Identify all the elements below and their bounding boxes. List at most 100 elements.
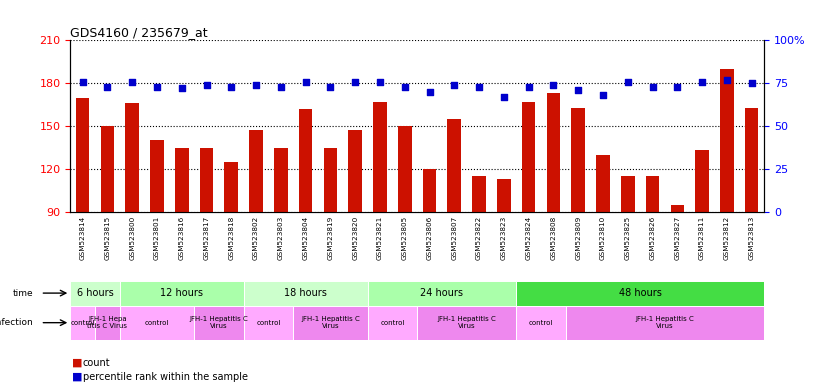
- Text: percentile rank within the sample: percentile rank within the sample: [83, 372, 248, 382]
- Bar: [646, 176, 659, 212]
- Text: GSM523810: GSM523810: [600, 215, 606, 260]
- Point: [596, 92, 610, 98]
- Point: [472, 84, 486, 90]
- Point: [324, 84, 337, 90]
- Text: GSM523814: GSM523814: [79, 215, 86, 260]
- Text: GSM523808: GSM523808: [550, 215, 557, 260]
- Text: JFH-1 Hepatitis C
Virus: JFH-1 Hepatitis C Virus: [301, 316, 360, 329]
- Point: [225, 84, 238, 90]
- Bar: [522, 102, 535, 212]
- Text: JFH-1 Hepatitis C
Virus: JFH-1 Hepatitis C Virus: [189, 316, 249, 329]
- Text: GSM523806: GSM523806: [426, 215, 433, 260]
- Point: [572, 87, 585, 93]
- Bar: [572, 108, 585, 212]
- Bar: [120, 281, 244, 306]
- Bar: [244, 306, 293, 340]
- Bar: [175, 147, 188, 212]
- Text: JFH-1 Hepatitis C
Virus: JFH-1 Hepatitis C Virus: [635, 316, 695, 329]
- Point: [200, 82, 213, 88]
- Bar: [101, 126, 114, 212]
- Point: [249, 82, 263, 88]
- Bar: [95, 306, 120, 340]
- Text: GSM523809: GSM523809: [575, 215, 582, 260]
- Text: GSM523823: GSM523823: [501, 215, 507, 260]
- Bar: [368, 306, 417, 340]
- Point: [745, 80, 758, 86]
- Text: JFH-1 Hepatitis C
Virus: JFH-1 Hepatitis C Virus: [437, 316, 496, 329]
- Point: [373, 78, 387, 84]
- Text: GSM523801: GSM523801: [154, 215, 160, 260]
- Bar: [448, 119, 461, 212]
- Bar: [200, 147, 213, 212]
- Point: [547, 82, 560, 88]
- Text: infection: infection: [0, 318, 33, 327]
- Text: GSM523803: GSM523803: [278, 215, 284, 260]
- Text: GSM523807: GSM523807: [451, 215, 458, 260]
- Bar: [299, 109, 312, 212]
- Bar: [671, 205, 684, 212]
- Text: ■: ■: [72, 372, 83, 382]
- Point: [621, 78, 634, 84]
- Text: 18 hours: 18 hours: [284, 288, 327, 298]
- Text: GSM523815: GSM523815: [104, 215, 111, 260]
- Point: [695, 78, 709, 84]
- Bar: [368, 281, 516, 306]
- Point: [646, 84, 659, 90]
- Text: GSM523825: GSM523825: [624, 215, 631, 260]
- Text: control: control: [529, 319, 553, 326]
- Text: GSM523822: GSM523822: [476, 215, 482, 260]
- Bar: [417, 306, 516, 340]
- Bar: [70, 306, 95, 340]
- Text: 12 hours: 12 hours: [160, 288, 203, 298]
- Bar: [324, 147, 337, 212]
- Bar: [695, 151, 709, 212]
- Point: [274, 84, 287, 90]
- Bar: [150, 141, 164, 212]
- Bar: [497, 179, 510, 212]
- Text: control: control: [145, 319, 169, 326]
- Point: [76, 78, 89, 84]
- Bar: [120, 306, 194, 340]
- Text: GSM523818: GSM523818: [228, 215, 235, 260]
- Bar: [244, 281, 368, 306]
- Text: GSM523826: GSM523826: [649, 215, 656, 260]
- Bar: [745, 108, 758, 212]
- Text: GSM523812: GSM523812: [724, 215, 730, 260]
- Bar: [596, 155, 610, 212]
- Bar: [76, 98, 89, 212]
- Text: ■: ■: [72, 358, 83, 368]
- Text: JFH-1 Hepa
titis C Virus: JFH-1 Hepa titis C Virus: [88, 316, 127, 329]
- Text: GSM523820: GSM523820: [352, 215, 358, 260]
- Bar: [373, 102, 387, 212]
- Bar: [547, 93, 560, 212]
- Text: GSM523813: GSM523813: [748, 215, 755, 260]
- Bar: [472, 176, 486, 212]
- Text: 48 hours: 48 hours: [619, 288, 662, 298]
- Point: [671, 84, 684, 90]
- Text: count: count: [83, 358, 110, 368]
- Bar: [516, 306, 566, 340]
- Point: [448, 82, 461, 88]
- Point: [423, 89, 436, 95]
- Text: control: control: [70, 319, 95, 326]
- Bar: [293, 306, 368, 340]
- Bar: [274, 147, 287, 212]
- Text: time: time: [12, 289, 33, 298]
- Point: [101, 84, 114, 90]
- Text: GSM523817: GSM523817: [203, 215, 210, 260]
- Point: [150, 84, 164, 90]
- Text: GSM523827: GSM523827: [674, 215, 681, 260]
- Point: [126, 78, 139, 84]
- Text: control: control: [380, 319, 405, 326]
- Text: GSM523819: GSM523819: [327, 215, 334, 260]
- Point: [497, 94, 510, 100]
- Bar: [621, 176, 634, 212]
- Point: [398, 84, 411, 90]
- Point: [522, 84, 535, 90]
- Text: 24 hours: 24 hours: [420, 288, 463, 298]
- Text: 6 hours: 6 hours: [77, 288, 113, 298]
- Text: GDS4160 / 235679_at: GDS4160 / 235679_at: [70, 26, 208, 39]
- Bar: [398, 126, 411, 212]
- Text: GSM523816: GSM523816: [178, 215, 185, 260]
- Text: GSM523804: GSM523804: [302, 215, 309, 260]
